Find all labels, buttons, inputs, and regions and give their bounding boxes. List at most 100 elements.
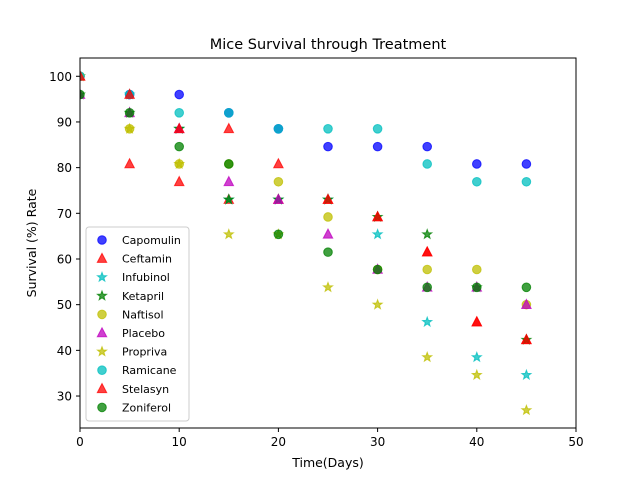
series-ramicane xyxy=(80,71,532,187)
legend-marker xyxy=(96,289,108,301)
data-point xyxy=(173,122,185,134)
x-tick-label: 20 xyxy=(271,435,286,449)
data-point xyxy=(520,333,532,345)
data-point xyxy=(173,175,185,187)
x-axis-label: Time(Days) xyxy=(291,455,364,470)
data-point xyxy=(174,89,184,100)
legend-box xyxy=(85,226,190,422)
data-point xyxy=(222,193,235,205)
data-point xyxy=(472,159,482,169)
legend-marker xyxy=(97,235,107,245)
legend-label: Naftisol xyxy=(122,308,164,321)
legend-label: Placebo xyxy=(122,327,165,340)
legend-label: Zoniferol xyxy=(122,401,171,414)
data-point xyxy=(273,124,284,134)
x-tick-label: 40 xyxy=(469,435,484,449)
data-point xyxy=(371,298,384,310)
data-point xyxy=(421,350,434,363)
data-point xyxy=(224,159,234,169)
data-point xyxy=(372,210,384,222)
legend-label: Ceftamin xyxy=(122,253,172,266)
data-point xyxy=(470,350,483,363)
x-tick-label: 50 xyxy=(568,435,583,449)
data-point xyxy=(323,141,333,152)
data-point xyxy=(471,315,483,327)
data-point xyxy=(372,141,383,152)
x-tick-label: 10 xyxy=(172,435,187,449)
legend-marker xyxy=(96,326,108,338)
y-tick-label: 100 xyxy=(49,70,72,84)
y-axis-label: Survival (%) Rate xyxy=(24,188,39,297)
series-stelasyn xyxy=(80,69,532,345)
legend-marker xyxy=(97,402,107,413)
data-point xyxy=(421,228,434,240)
data-point xyxy=(521,159,532,169)
data-point xyxy=(323,212,333,222)
data-point xyxy=(124,157,136,169)
data-point xyxy=(273,229,284,240)
y-tick-label: 70 xyxy=(57,207,72,221)
data-point xyxy=(322,193,334,204)
data-point xyxy=(124,108,135,118)
data-point xyxy=(323,247,333,257)
legend-marker xyxy=(96,382,108,394)
data-point xyxy=(521,282,532,293)
data-point xyxy=(520,298,532,309)
legend-label: Stelasyn xyxy=(122,383,169,396)
data-point xyxy=(470,368,483,381)
data-point xyxy=(422,282,433,293)
series-capomulin xyxy=(80,71,532,169)
data-point xyxy=(372,264,383,275)
legend-label: Infubinol xyxy=(122,271,170,284)
legend-marker xyxy=(96,345,108,357)
data-point xyxy=(273,176,284,187)
data-point xyxy=(223,175,235,187)
data-point xyxy=(521,176,532,187)
data-point xyxy=(520,403,533,416)
data-point xyxy=(272,193,284,204)
x-tick-label: 0 xyxy=(76,435,84,449)
data-point xyxy=(124,88,136,99)
data-point xyxy=(173,157,186,170)
data-point xyxy=(272,157,284,169)
data-point xyxy=(422,141,433,152)
x-tick-label: 30 xyxy=(370,435,385,449)
data-point xyxy=(174,108,184,118)
legend-marker xyxy=(96,270,108,283)
data-point xyxy=(472,176,482,187)
y-tick-label: 50 xyxy=(57,298,72,312)
data-point xyxy=(174,141,184,152)
series-zoniferol xyxy=(80,89,532,293)
legend-marker xyxy=(96,252,108,263)
data-point xyxy=(222,228,235,240)
chart-title: Mice Survival through Treatment xyxy=(210,37,447,53)
data-point xyxy=(80,69,86,81)
data-point xyxy=(472,264,482,275)
data-point xyxy=(422,159,433,169)
legend-marker xyxy=(97,309,107,320)
y-tick-label: 30 xyxy=(57,390,72,404)
data-point xyxy=(421,245,433,257)
data-point xyxy=(323,124,333,134)
data-point xyxy=(472,282,482,293)
data-point xyxy=(123,122,136,134)
y-tick-label: 40 xyxy=(57,344,72,358)
data-point xyxy=(322,228,334,239)
data-point xyxy=(422,264,433,275)
data-point xyxy=(371,228,384,240)
legend: Capomulin Ceftamin Infubinol Ketapril Naftis… xyxy=(85,226,190,422)
legend-marker xyxy=(97,365,107,376)
legend-label: Ketapril xyxy=(122,290,164,303)
data-point xyxy=(372,124,383,134)
y-tick-label: 60 xyxy=(57,252,72,266)
data-point xyxy=(80,89,85,100)
legend-label: Ramicane xyxy=(122,364,177,377)
plot-area-frame xyxy=(79,57,577,429)
data-point xyxy=(223,122,235,134)
legend-label: Capomulin xyxy=(122,234,181,247)
data-point xyxy=(520,368,533,381)
data-point xyxy=(322,281,334,293)
y-tick-label: 80 xyxy=(57,161,72,175)
data-point xyxy=(224,108,234,118)
